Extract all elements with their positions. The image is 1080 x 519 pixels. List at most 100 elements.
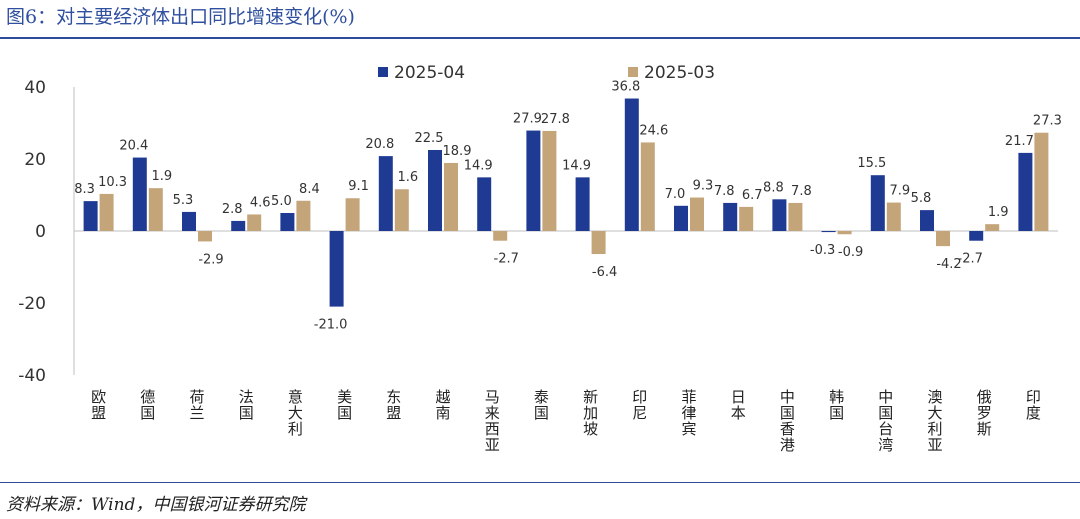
bar-2025-04	[428, 150, 442, 231]
data-label: 27.3	[1033, 114, 1062, 129]
bar-2025-04	[1018, 152, 1033, 231]
data-label: 10.3	[98, 175, 127, 190]
category-label: 中国台湾	[878, 388, 893, 454]
data-label: 27.8	[541, 112, 570, 127]
bar-2025-03	[99, 193, 114, 231]
data-label: 7.8	[714, 184, 735, 199]
data-label: 4.6	[250, 195, 271, 210]
data-label: 2.8	[222, 202, 243, 217]
bar-2025-03	[788, 202, 803, 231]
bar-2025-04	[477, 177, 492, 231]
category-label: 德国	[140, 388, 155, 422]
bar-2025-03	[985, 224, 1000, 231]
bar-2025-03	[739, 206, 754, 231]
data-label: 15.5	[857, 156, 886, 171]
category-label: 越南	[435, 388, 450, 422]
category-label: 美国	[337, 388, 352, 422]
y-tick-label: 40	[24, 78, 46, 98]
category-label: 日本	[731, 388, 746, 422]
data-label: -0.9	[838, 245, 863, 260]
y-tick-label: 0	[35, 222, 46, 242]
category-label: 马来西亚	[485, 388, 500, 454]
category-label: 新加坡	[583, 388, 598, 438]
legend-label: 2025-03	[644, 63, 715, 83]
bar-2025-03	[591, 231, 606, 255]
bar-2025-04	[526, 130, 541, 231]
bar-2025-03	[148, 188, 163, 231]
bar-2025-04	[674, 205, 688, 231]
bar-2025-04	[575, 177, 590, 231]
data-label: -0.3	[810, 243, 835, 258]
data-label: 8.4	[299, 182, 320, 197]
data-label: -4.2	[936, 257, 961, 272]
legend-swatch	[628, 67, 638, 77]
bar-2025-03	[198, 231, 212, 242]
category-label: 中国香港	[780, 388, 795, 454]
legend-swatch	[378, 67, 388, 77]
bar-2025-03	[886, 202, 901, 231]
data-label: 7.0	[665, 187, 686, 202]
bar-2025-04	[182, 211, 196, 231]
bar-2025-04	[723, 202, 738, 231]
bar-2025-03	[345, 198, 360, 231]
source-rule	[0, 482, 1080, 483]
category-label: 法国	[239, 388, 254, 422]
category-label: 荷兰	[189, 388, 204, 422]
data-label: 27.9	[513, 112, 542, 127]
data-label: 9.1	[348, 179, 369, 194]
data-label: -6.4	[592, 265, 617, 280]
y-tick-label: -40	[18, 366, 46, 386]
bar-2025-04	[83, 201, 98, 231]
y-tick-label: -20	[18, 294, 46, 314]
data-label: 9.3	[693, 179, 714, 194]
bar-2025-04	[132, 157, 147, 231]
bar-2025-04	[920, 210, 934, 231]
data-label: 20.8	[365, 137, 394, 152]
bar-2025-03	[247, 214, 262, 231]
bar-2025-03	[542, 130, 557, 231]
bar-2025-03	[690, 197, 704, 231]
data-label: 8.3	[74, 182, 95, 197]
data-label: 1.9	[988, 205, 1009, 220]
category-label: 俄罗斯	[977, 388, 992, 438]
page-title: 图6：对主要经济体出口同比增速变化(%)	[6, 6, 355, 28]
data-label: -2.7	[958, 252, 983, 267]
data-label: 14.9	[562, 158, 591, 173]
bar-2025-03	[1034, 132, 1049, 231]
data-label: 22.5	[415, 131, 444, 146]
category-label: 泰国	[534, 388, 549, 422]
data-label: 14.9	[464, 158, 493, 173]
category-label: 东盟	[386, 388, 401, 422]
bar-2025-03	[837, 231, 852, 235]
data-label: -2.7	[494, 252, 519, 267]
data-label: 7.9	[889, 184, 910, 199]
bar-2025-04	[329, 231, 344, 307]
bar-2025-03	[444, 162, 458, 231]
category-label: 澳大利亚	[927, 388, 942, 454]
bar-2025-03	[394, 189, 409, 231]
bar-2025-04	[821, 231, 836, 233]
data-label: -21.0	[314, 318, 348, 333]
y-tick-label: 20	[24, 150, 46, 170]
category-label: 欧盟	[91, 388, 106, 422]
bar-2025-03	[640, 142, 655, 231]
bar-2025-04	[231, 220, 246, 231]
data-label: 1.9	[151, 169, 172, 184]
category-label: 印度	[1026, 388, 1041, 422]
bar-2025-04	[280, 213, 295, 231]
source-note: 资料来源：Wind，中国银河证券研究院	[6, 495, 306, 515]
data-label: 6.7	[742, 188, 763, 203]
data-label: 1.6	[397, 170, 418, 185]
data-label: -2.9	[198, 252, 223, 267]
data-label: 5.3	[173, 193, 194, 208]
title-rule	[0, 37, 1080, 39]
bar-2025-03	[493, 231, 508, 241]
category-label: 韩国	[829, 388, 844, 422]
bar-2025-03	[296, 200, 311, 231]
legend-label: 2025-04	[394, 63, 465, 83]
data-label: 5.8	[911, 191, 932, 206]
data-label: 8.8	[763, 180, 784, 195]
bar-2025-04	[378, 156, 393, 231]
data-label: 7.8	[791, 184, 812, 199]
